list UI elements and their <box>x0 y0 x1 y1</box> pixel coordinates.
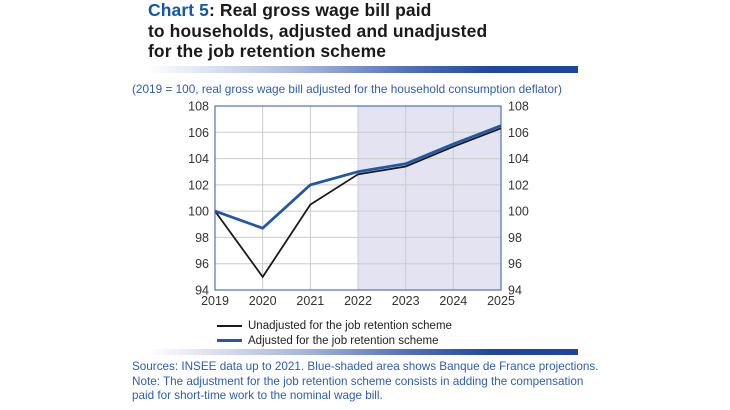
note-line-sources: Sources: INSEE data up to 2021. Blue-sha… <box>132 360 599 373</box>
legend-item-adjusted: Adjusted for the job retention scheme <box>217 333 452 348</box>
page-title: Chart 5: Real gross wage bill paid to ho… <box>148 0 487 62</box>
legend-label-unadjusted: Unadjusted for the job retention scheme <box>248 319 452 332</box>
title-line-1: Chart 5: Real gross wage bill paid <box>148 0 487 21</box>
x-axis-tick-label: 2024 <box>439 294 467 308</box>
source-note: Sources: INSEE data up to 2021. Blue-sha… <box>132 360 599 404</box>
legend-label-adjusted: Adjusted for the job retention scheme <box>248 334 439 347</box>
y-axis-tick-label-left: 102 <box>188 178 209 192</box>
divider-bar-top <box>147 66 578 73</box>
y-axis-tick-label-right: 96 <box>508 257 522 271</box>
note-line-note-cont: paid for short-time work to the nominal … <box>132 389 383 402</box>
plot-border <box>214 105 502 291</box>
chart-number-label: Chart 5 <box>148 0 209 20</box>
x-axis-tick-label: 2019 <box>201 294 229 308</box>
series-line-unadjusted <box>214 127 502 279</box>
legend: Unadjusted for the job retention scheme … <box>217 318 452 348</box>
y-axis-tick-label-right: 100 <box>508 205 529 219</box>
title-line-3: for the job retention scheme <box>148 41 387 61</box>
y-axis-tick-label-left: 108 <box>188 100 209 114</box>
x-axis-tick-label: 2020 <box>249 294 277 308</box>
note-line-note: Note: The adjustment for the job retenti… <box>132 374 584 388</box>
y-axis-tick-label-left: 104 <box>188 152 209 166</box>
y-axis-tick-label-right: 104 <box>508 152 529 166</box>
y-axis-tick-label-left: 100 <box>188 205 209 219</box>
y-axis-tick-label-right: 94 <box>508 284 522 298</box>
legend-item-unadjusted: Unadjusted for the job retention scheme <box>217 318 452 333</box>
unadjusted-line-swatch <box>217 324 242 327</box>
y-axis-tick-label-right: 102 <box>508 178 529 192</box>
title-line-1-rest: : Real gross wage bill paid <box>209 0 432 20</box>
y-axis-tick-label-left: 94 <box>195 284 209 298</box>
y-axis-tick-label-left: 106 <box>188 126 209 140</box>
series-line-adjusted <box>214 124 502 230</box>
x-axis-tick-label: 2025 <box>487 294 515 308</box>
title-line-2: to households, adjusted and unadjusted <box>148 20 488 41</box>
chart-subtitle: (2019 = 100, real gross wage bill adjust… <box>132 82 562 96</box>
x-axis-tick-label: 2021 <box>296 294 324 308</box>
x-axis-tick-label: 2023 <box>392 294 420 308</box>
adjusted-line-swatch <box>217 339 242 342</box>
divider-bar-bottom <box>147 349 578 355</box>
y-axis-tick-label-left: 98 <box>195 231 209 245</box>
x-axis-tick-label: 2022 <box>344 294 372 308</box>
wage-bill-line-chart: 94 94 96 96 98 98 100 100 102 102 104 104 106 106 108 1… <box>188 100 529 309</box>
y-axis-tick-label-right: 108 <box>508 100 529 114</box>
y-axis-tick-label-right: 106 <box>508 126 529 140</box>
y-axis-tick-label-right: 98 <box>508 231 522 245</box>
y-axis-tick-label-left: 96 <box>195 257 209 271</box>
